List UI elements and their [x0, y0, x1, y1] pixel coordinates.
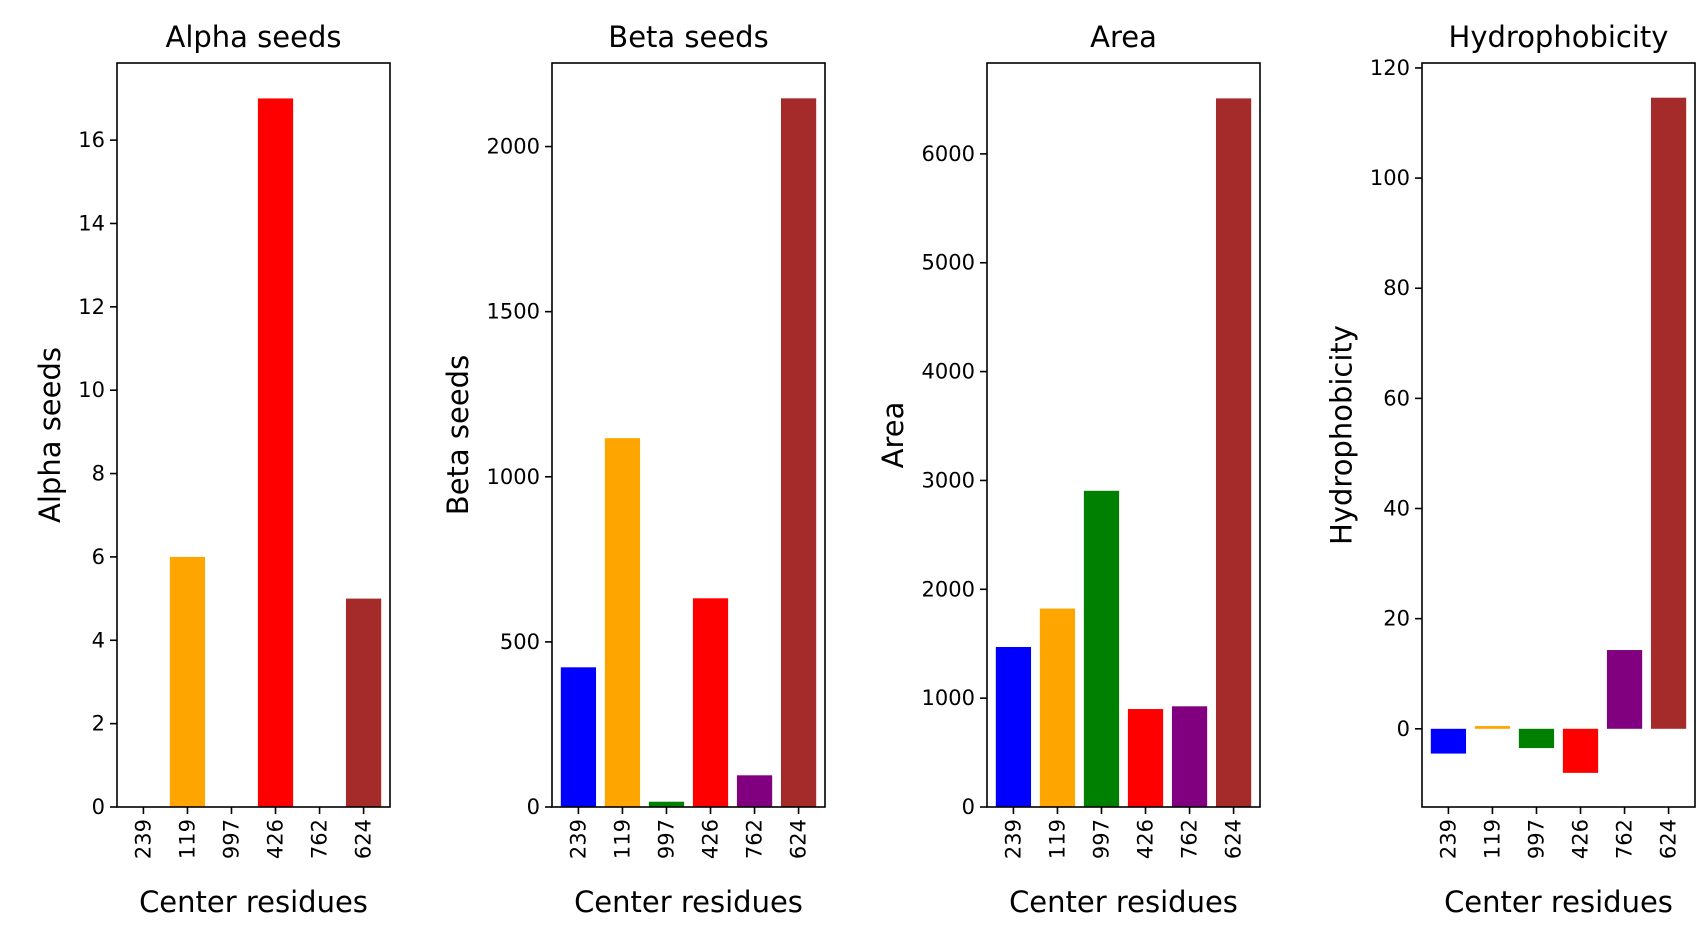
y-tick-label: 1000 [922, 686, 975, 710]
y-tick-label: 2000 [487, 135, 540, 159]
x-tick-label: 119 [175, 819, 199, 859]
x-tick-label: 997 [654, 819, 678, 859]
plot-frame [986, 62, 1261, 808]
y-axis-label: Alpha seeds [33, 347, 67, 523]
y-tick-label: 6000 [922, 142, 975, 166]
y-tick-label: 2000 [922, 577, 975, 601]
x-tick-label: 762 [1613, 819, 1637, 859]
x-tick-label: 239 [1436, 819, 1460, 859]
x-tick-label: 762 [308, 819, 332, 859]
bar-239 [560, 667, 597, 807]
y-tick-label: 40 [1383, 497, 1410, 521]
y-tick-label: 0 [962, 795, 975, 819]
x-tick-label: 426 [1569, 819, 1593, 859]
bar-426 [257, 98, 294, 808]
y-tick-label: 4000 [922, 360, 975, 384]
x-tick-label: 762 [743, 819, 767, 859]
bar-762 [1171, 706, 1208, 807]
subplot-title: Beta seeds [608, 20, 768, 54]
x-tick-label: 239 [131, 819, 155, 859]
y-tick-label: 8 [92, 462, 105, 486]
plot-frame [1421, 62, 1696, 808]
x-tick-label: 426 [264, 819, 288, 859]
y-tick-label: 16 [78, 128, 105, 152]
x-tick-label: 426 [699, 819, 723, 859]
bar-997 [1083, 490, 1120, 807]
y-tick-label: 60 [1383, 386, 1410, 410]
y-tick-label: 12 [78, 295, 105, 319]
subplot-2: 0 500 1000 1500 2000 239 119 997 426 762 624 Beta s… [441, 20, 826, 919]
y-tick-label: 1000 [487, 465, 540, 489]
x-tick-label: 624 [352, 819, 376, 859]
x-tick-label: 997 [1524, 819, 1548, 859]
x-tick-label: 119 [1045, 819, 1069, 859]
x-tick-label: 239 [566, 819, 590, 859]
x-tick-label: 239 [1001, 819, 1025, 859]
x-tick-label: 762 [1178, 819, 1202, 859]
subplot-4: 0 20 40 60 80 100 120 239 119 997 426 762 624 Hydroph… [1325, 20, 1696, 919]
y-axis-label: Beta seeds [441, 355, 475, 515]
y-tick-label: 2 [92, 712, 105, 736]
y-tick-label: 80 [1383, 276, 1410, 300]
x-tick-label: 426 [1134, 819, 1158, 859]
y-tick-label: 0 [1397, 717, 1410, 741]
x-tick-label: 997 [219, 819, 243, 859]
bar-239 [995, 646, 1032, 807]
bar-624 [780, 98, 817, 807]
bar-997 [648, 801, 685, 807]
bar-762 [1606, 650, 1643, 729]
x-tick-label: 624 [1657, 819, 1681, 859]
x-axis-label: Center residues [574, 885, 803, 919]
bar-119 [169, 556, 206, 807]
bar-426 [1127, 709, 1164, 807]
bar-762 [736, 775, 773, 807]
x-tick-label: 119 [1480, 819, 1504, 859]
y-tick-label: 0 [527, 795, 540, 819]
bar-997 [1518, 728, 1555, 749]
subplot-title: Area [1090, 20, 1157, 54]
subplot-title: Hydrophobicity [1449, 20, 1669, 54]
y-tick-label: 14 [78, 211, 105, 235]
subplot-3: 0 1000 2000 3000 4000 5000 6000 239 119 997 426 762… [876, 20, 1261, 919]
y-tick-label: 0 [92, 795, 105, 819]
y-tick-label: 5000 [922, 251, 975, 275]
subplot-1: 0 2 4 6 8 10 12 14 16 239 119 997 426 762 624 Alpha see… [33, 20, 391, 919]
y-tick-label: 10 [78, 378, 105, 402]
bar-426 [692, 598, 729, 807]
x-axis-label: Center residues [139, 885, 368, 919]
y-tick-label: 3000 [922, 468, 975, 492]
y-tick-label: 100 [1370, 166, 1410, 190]
y-tick-label: 1500 [487, 300, 540, 324]
y-tick-label: 120 [1370, 56, 1410, 80]
plot-frame [551, 62, 826, 808]
y-tick-label: 6 [92, 545, 105, 569]
x-tick-label: 997 [1089, 819, 1113, 859]
bar-624 [1215, 98, 1252, 807]
x-tick-label: 624 [1222, 819, 1246, 859]
subplot-title: Alpha seeds [166, 20, 342, 54]
y-axis-label: Area [876, 402, 910, 469]
x-axis-label: Center residues [1009, 885, 1238, 919]
y-tick-label: 20 [1383, 607, 1410, 631]
bar-624 [345, 598, 382, 807]
x-axis-label: Center residues [1444, 885, 1673, 919]
bar-119 [1474, 726, 1511, 729]
bar-119 [604, 438, 641, 807]
bar-239 [1430, 728, 1467, 754]
y-tick-label: 500 [500, 630, 540, 654]
y-axis-label: Hydrophobicity [1325, 325, 1359, 545]
bar-624 [1650, 97, 1687, 729]
bar-426 [1562, 728, 1599, 773]
x-tick-label: 624 [787, 819, 811, 859]
y-tick-label: 4 [92, 628, 105, 652]
bar-119 [1039, 608, 1076, 807]
x-tick-label: 119 [610, 819, 634, 859]
plot-frame [116, 62, 391, 808]
